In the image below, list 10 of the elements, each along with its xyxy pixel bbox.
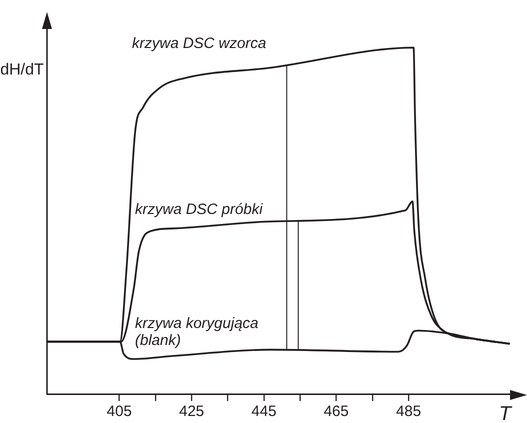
x-tick-label: 405 [106,403,132,420]
x-tick-label: 445 [251,403,276,420]
x-axis-title: T [498,403,513,423]
series-label: krzywa DSC wzorca [132,35,266,52]
x-tick-label: 485 [396,403,422,420]
series-label: krzywa korygująca (blank) [135,315,258,349]
y-axis-title: dH/dT [0,61,44,78]
series-label: krzywa DSC próbki [135,201,264,218]
x-tick-label: 465 [324,403,349,420]
x-tick-label: 425 [179,403,204,420]
